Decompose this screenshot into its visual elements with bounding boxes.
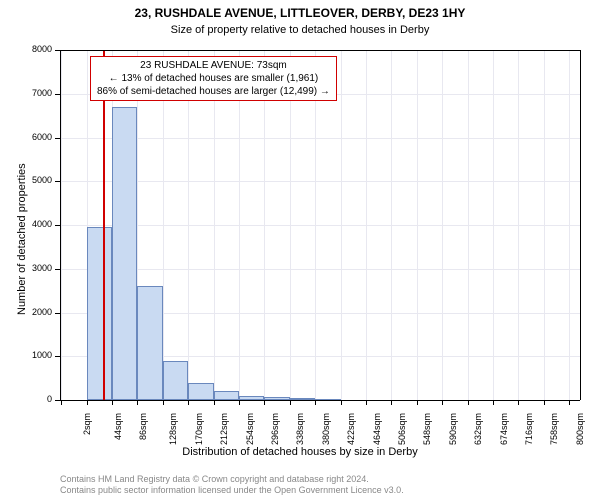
histogram-bar xyxy=(188,383,213,401)
footer-line: Contains public sector information licen… xyxy=(60,485,404,496)
x-tick-label: 548sqm xyxy=(422,413,432,445)
axis-border xyxy=(60,50,61,400)
axis-border xyxy=(60,400,580,401)
annotation-line: 23 RUSHDALE AVENUE: 73sqm xyxy=(97,59,330,72)
x-tick-label: 464sqm xyxy=(372,413,382,445)
x-tick-label: 170sqm xyxy=(194,413,204,445)
axis-border xyxy=(580,50,581,400)
gridline xyxy=(468,50,469,400)
gridline xyxy=(391,50,392,400)
axis-border xyxy=(60,50,580,51)
x-tick-label: 590sqm xyxy=(448,413,458,445)
gridline xyxy=(569,50,570,400)
x-tick-label: 800sqm xyxy=(575,413,585,445)
y-tick-label: 1000 xyxy=(0,350,52,360)
annotation-line: ← 13% of detached houses are smaller (1,… xyxy=(97,72,330,85)
x-tick-label: 44sqm xyxy=(113,413,123,440)
footer-attribution: Contains HM Land Registry data © Crown c… xyxy=(0,474,404,496)
x-tick-label: 674sqm xyxy=(499,413,509,445)
gridline xyxy=(417,50,418,400)
x-tick-label: 758sqm xyxy=(549,413,559,445)
histogram-bar xyxy=(87,227,112,400)
page-subtitle: Size of property relative to detached ho… xyxy=(0,24,600,36)
y-tick-label: 8000 xyxy=(0,44,52,54)
y-tick-label: 7000 xyxy=(0,88,52,98)
x-tick-label: 506sqm xyxy=(397,413,407,445)
x-tick-label: 128sqm xyxy=(168,413,178,445)
gridline xyxy=(366,50,367,400)
y-tick-label: 6000 xyxy=(0,132,52,142)
histogram-bar xyxy=(163,361,188,400)
x-tick-label: 86sqm xyxy=(138,413,148,440)
gridline xyxy=(188,50,189,400)
gridline xyxy=(61,50,62,400)
gridline xyxy=(163,50,164,400)
gridline xyxy=(214,50,215,400)
annotation-box: 23 RUSHDALE AVENUE: 73sqm← 13% of detach… xyxy=(90,56,337,101)
x-tick-label: 716sqm xyxy=(524,413,534,445)
gridline xyxy=(239,50,240,400)
gridline xyxy=(493,50,494,400)
x-tick-label: 2sqm xyxy=(82,413,92,435)
x-axis-label: Distribution of detached houses by size … xyxy=(0,446,600,458)
x-tick-label: 632sqm xyxy=(473,413,483,445)
property-marker-line xyxy=(103,50,105,400)
gridline xyxy=(442,50,443,400)
histogram-bar xyxy=(137,286,162,400)
x-tick-label: 296sqm xyxy=(270,413,280,445)
footer-line: Contains HM Land Registry data © Crown c… xyxy=(60,474,404,485)
gridline xyxy=(290,50,291,400)
annotation-line: 86% of semi-detached houses are larger (… xyxy=(97,85,330,98)
x-tick-label: 254sqm xyxy=(245,413,255,445)
y-tick-label: 0 xyxy=(0,394,52,404)
gridline xyxy=(315,50,316,400)
x-tick-label: 212sqm xyxy=(219,413,229,445)
gridline xyxy=(544,50,545,400)
page-title: 23, RUSHDALE AVENUE, LITTLEOVER, DERBY, … xyxy=(0,6,600,20)
gridline xyxy=(264,50,265,400)
y-axis-label: Number of detached properties xyxy=(16,163,28,315)
gridline xyxy=(341,50,342,400)
gridline xyxy=(518,50,519,400)
x-tick-label: 422sqm xyxy=(346,413,356,445)
x-tick-label: 338sqm xyxy=(295,413,305,445)
histogram-bar xyxy=(214,391,239,400)
histogram-bar xyxy=(112,107,137,400)
x-tick-label: 380sqm xyxy=(321,413,331,445)
